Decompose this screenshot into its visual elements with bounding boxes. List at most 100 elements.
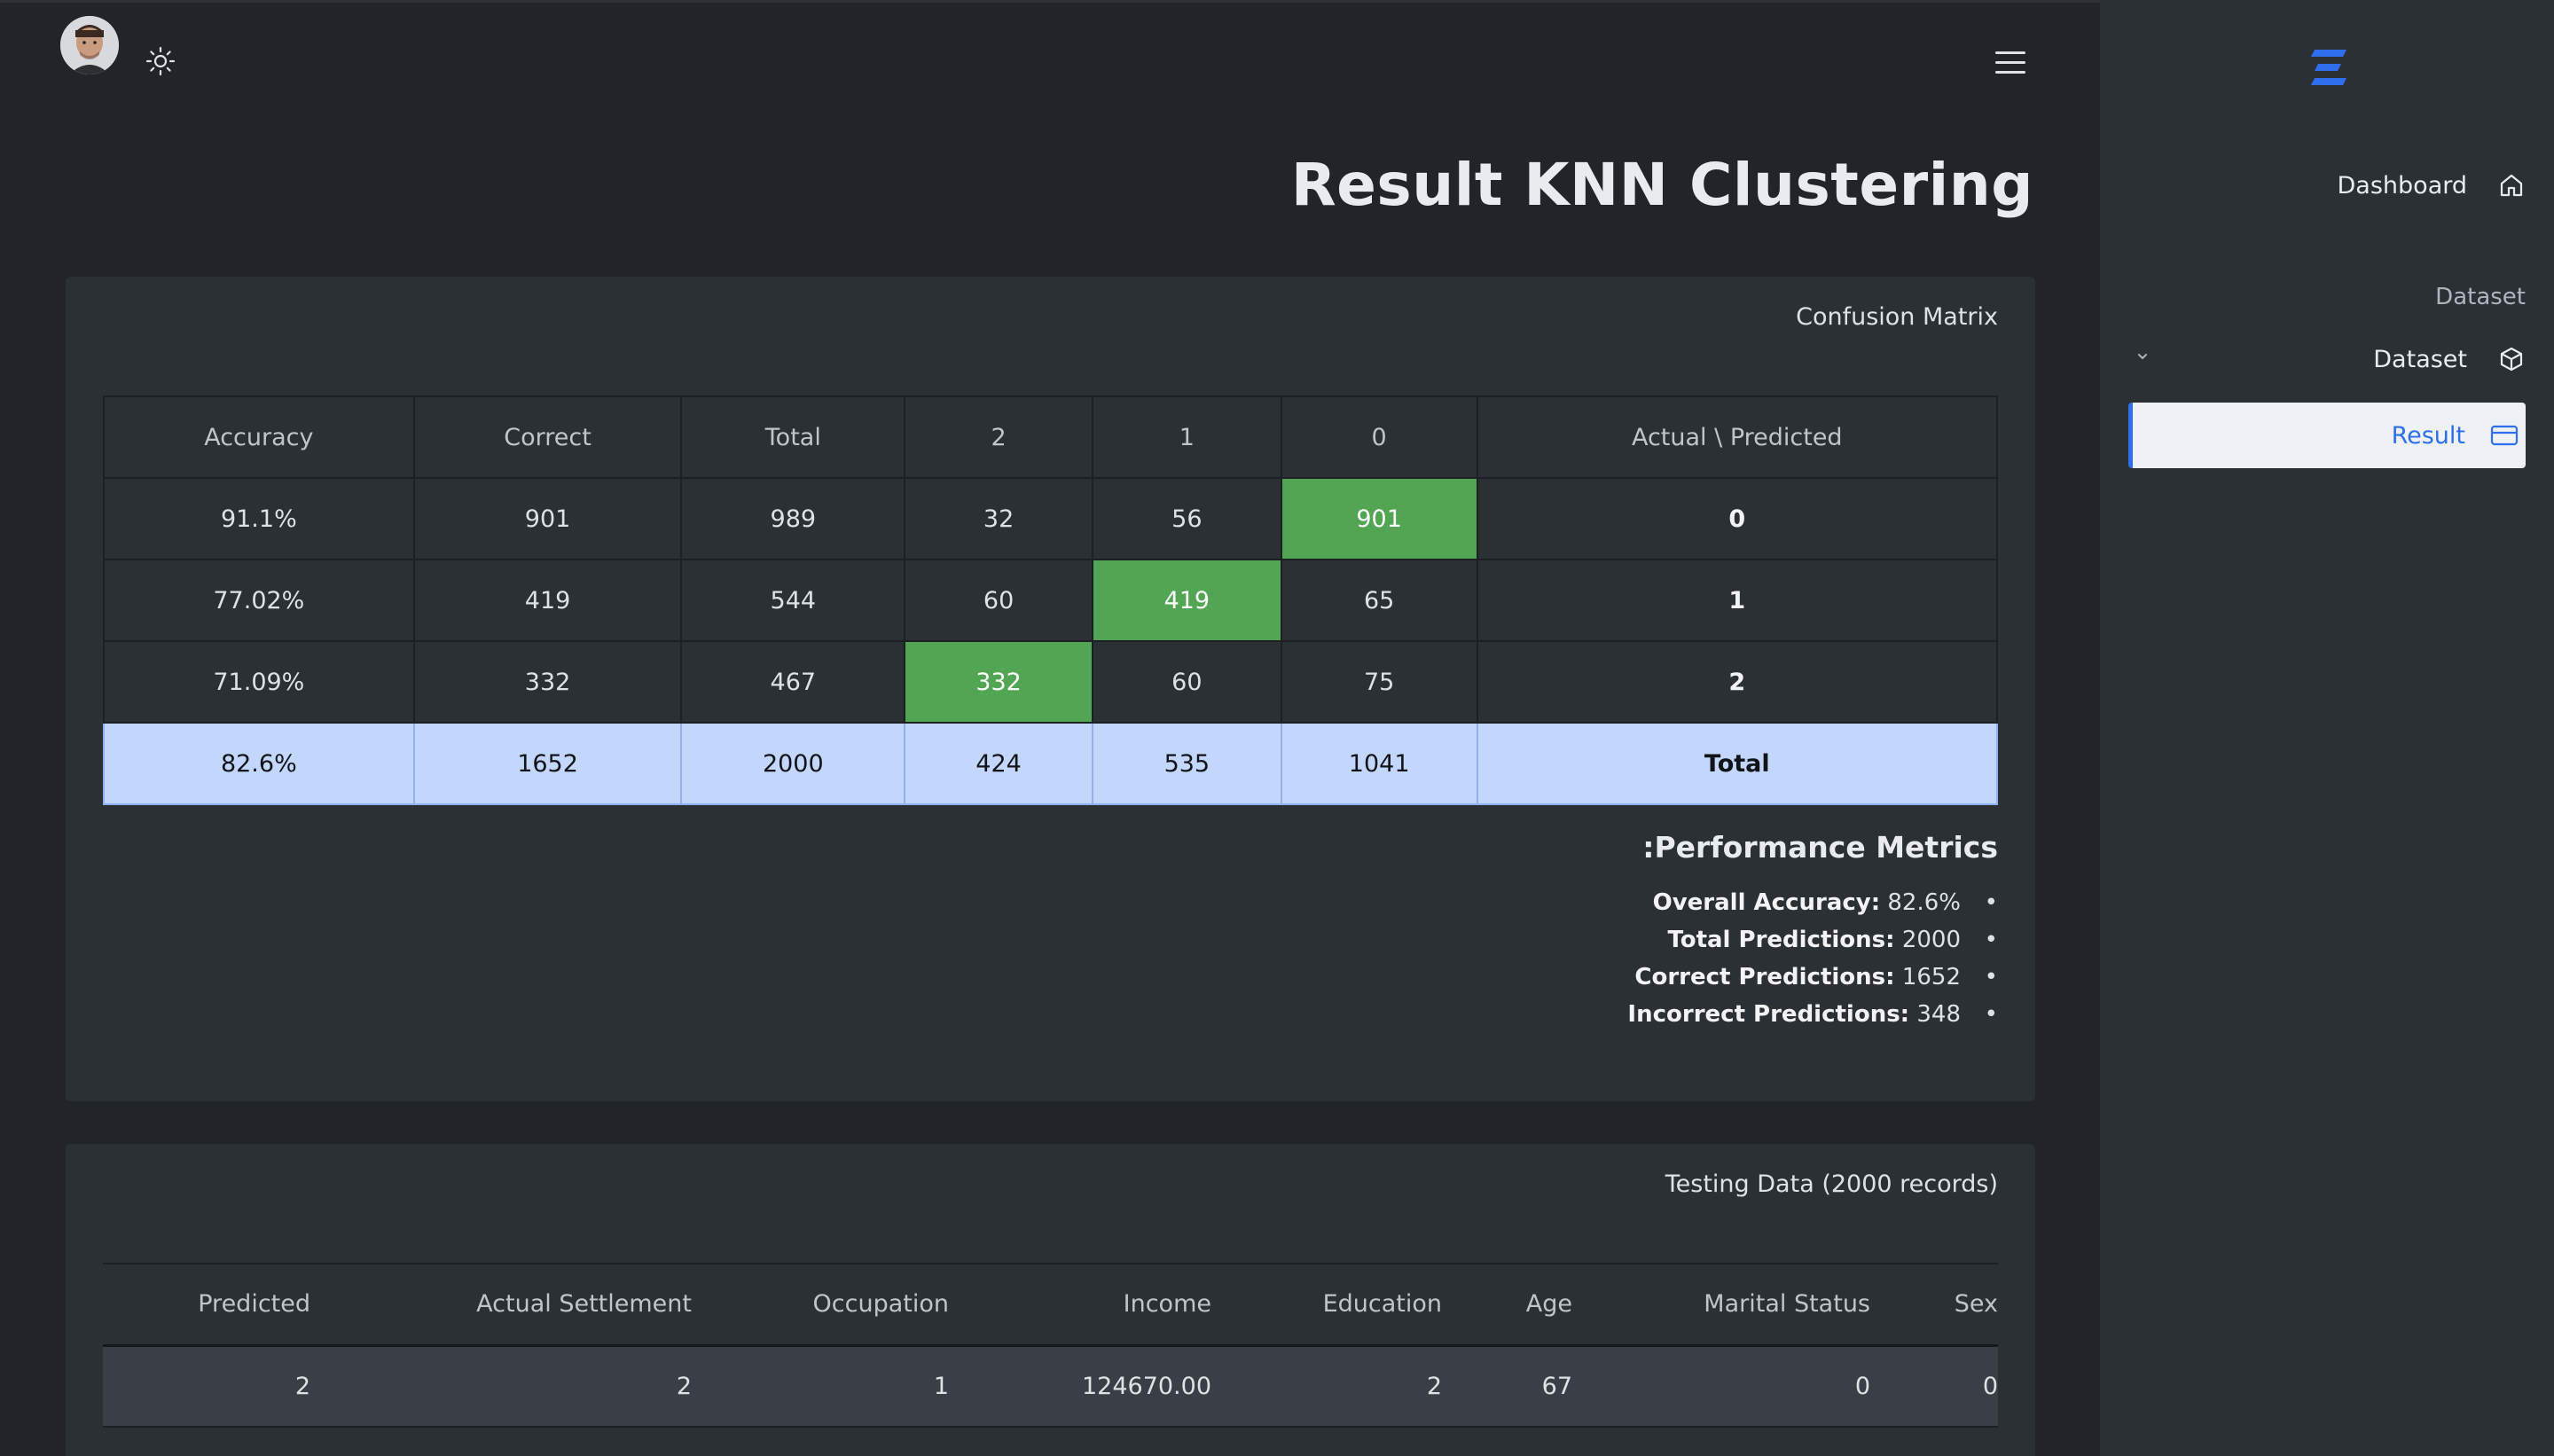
card-title: Confusion Matrix <box>1796 303 1998 331</box>
logo-mark <box>2311 50 2346 85</box>
confusion-matrix-table: Accuracy Correct Total 2 1 0 Actual \ Pr… <box>103 395 1999 805</box>
column-header: Actual \ Predicted <box>1476 395 1999 479</box>
table-cell: 989 <box>680 477 906 560</box>
metric-value: 82.6% <box>1887 889 1961 916</box>
metric-item: Overall Accuracy: 82.6% • <box>1627 884 1998 921</box>
table-cell: 467 <box>680 640 906 724</box>
home-icon <box>2497 171 2526 200</box>
table-row: 71.09% 332 467 332 60 75 2 <box>103 640 1999 724</box>
column-header: Predicted <box>103 1263 310 1347</box>
column-header: Accuracy <box>103 395 415 479</box>
brand-logo-icon[interactable] <box>2306 44 2352 90</box>
table-cell: 124670.00 <box>949 1345 1211 1428</box>
sidebar-item-dataset[interactable]: Dataset <box>2118 326 2526 392</box>
table-cell: 2000 <box>680 722 906 805</box>
column-header: 0 <box>1280 395 1478 479</box>
card-title: Testing Data (2000 records) <box>1665 1170 1998 1198</box>
metric-value: 2000 <box>1901 927 1961 953</box>
column-header: Income <box>949 1263 1211 1347</box>
table-cell: 2 <box>310 1345 692 1428</box>
sidebar-item-dashboard[interactable]: Dashboard <box>2118 153 2526 218</box>
metric-label: Correct Predictions: <box>1634 964 1895 990</box>
sidebar-item-result[interactable]: Result <box>2128 403 2526 468</box>
column-header: Occupation <box>692 1263 949 1347</box>
table-cell: 71.09% <box>103 640 415 724</box>
main-content: Result KNN Clustering Confusion Matrix A… <box>60 16 2035 1456</box>
column-header: Correct <box>412 395 683 479</box>
column-header: Sex <box>1870 1263 1998 1347</box>
table-cell-correct: 901 <box>1280 477 1478 560</box>
table-cell: 1652 <box>412 722 683 805</box>
column-header: Education <box>1211 1263 1442 1347</box>
metric-label: Overall Accuracy: <box>1652 889 1881 916</box>
testing-data-table: Predicted Actual Settlement Occupation I… <box>103 1263 1998 1428</box>
cube-icon <box>2497 345 2526 373</box>
table-header-row: Predicted Actual Settlement Occupation I… <box>103 1263 1998 1347</box>
metric-item: Total Predictions: 2000 • <box>1627 921 1998 959</box>
row-label: Total <box>1476 722 1999 805</box>
metric-label: Total Predictions: <box>1667 927 1895 953</box>
table-cell: 60 <box>904 559 1093 642</box>
performance-metrics: :Performance Metrics Overall Accuracy: 8… <box>1627 830 1998 1033</box>
table-header-row: Accuracy Correct Total 2 1 0 Actual \ Pr… <box>103 395 1999 479</box>
card-icon <box>2490 421 2519 450</box>
testing-data-card: Testing Data (2000 records) Predicted Ac… <box>66 1144 2035 1456</box>
table-cell: 1041 <box>1280 722 1478 805</box>
metric-item: Correct Predictions: 1652 • <box>1627 959 1998 996</box>
sidebar-item-label: Dataset <box>2373 345 2467 373</box>
table-row: 91.1% 901 989 32 56 901 0 <box>103 477 1999 560</box>
table-cell: 2 <box>1211 1345 1442 1428</box>
bullet-icon: • <box>1984 927 1998 953</box>
confusion-matrix-card: Confusion Matrix Accuracy Correct Total … <box>66 277 2035 1101</box>
column-header: 2 <box>904 395 1093 479</box>
total-row: 82.6% 1652 2000 424 535 1041 Total <box>103 722 1999 805</box>
table-cell: 91.1% <box>103 477 415 560</box>
bullet-icon: • <box>1984 889 1998 916</box>
metric-label: Incorrect Predictions: <box>1627 1001 1910 1028</box>
table-cell: 0 <box>1870 1345 1998 1428</box>
sun-icon <box>145 46 176 76</box>
metric-value: 1652 <box>1901 964 1961 990</box>
hamburger-menu-icon[interactable] <box>1995 51 2025 76</box>
row-label: 2 <box>1476 640 1999 724</box>
table-cell: 2 <box>103 1345 310 1428</box>
table-cell: 535 <box>1091 722 1282 805</box>
table-cell: 332 <box>412 640 683 724</box>
row-label: 0 <box>1476 477 1999 560</box>
sidebar-item-label: Result <box>2391 421 2465 450</box>
top-border <box>0 0 2554 3</box>
table-cell: 901 <box>412 477 683 560</box>
page-title: Result KNN Clustering <box>1290 151 2033 219</box>
table-row: 2 2 1 124670.00 2 67 0 0 <box>103 1345 1998 1428</box>
table-cell: 56 <box>1091 477 1282 560</box>
table-cell: 82.6% <box>103 722 415 805</box>
table-cell-correct: 419 <box>1091 559 1282 642</box>
table-cell: 419 <box>412 559 683 642</box>
table-cell: 0 <box>1572 1345 1870 1428</box>
column-header: Age <box>1442 1263 1572 1347</box>
table-cell: 544 <box>680 559 906 642</box>
table-cell: 75 <box>1280 640 1478 724</box>
metric-value: 348 <box>1916 1001 1961 1028</box>
bullet-icon: • <box>1984 964 1998 990</box>
sidebar-item-label: Dashboard <box>2337 171 2467 200</box>
table-cell: 67 <box>1442 1345 1572 1428</box>
table-cell: 65 <box>1280 559 1478 642</box>
column-header: Total <box>680 395 906 479</box>
column-header: Marital Status <box>1572 1263 1870 1347</box>
table-cell: 77.02% <box>103 559 415 642</box>
table-cell-correct: 332 <box>904 640 1093 724</box>
table-cell: 60 <box>1091 640 1282 724</box>
table-cell: 424 <box>904 722 1093 805</box>
column-header: 1 <box>1091 395 1282 479</box>
metric-item: Incorrect Predictions: 348 • <box>1627 996 1998 1033</box>
user-avatar[interactable] <box>60 16 119 74</box>
bullet-icon: • <box>1984 1001 1998 1028</box>
sidebar: Dashboard Dataset Dataset Result <box>2100 0 2554 1456</box>
avatar-image <box>60 16 119 74</box>
table-cell: 32 <box>904 477 1093 560</box>
chevron-down-icon <box>2132 346 2153 367</box>
table-row: 77.02% 419 544 60 419 65 1 <box>103 559 1999 642</box>
sidebar-section-label: Dataset <box>2435 284 2526 310</box>
theme-toggle-button[interactable] <box>144 44 177 78</box>
